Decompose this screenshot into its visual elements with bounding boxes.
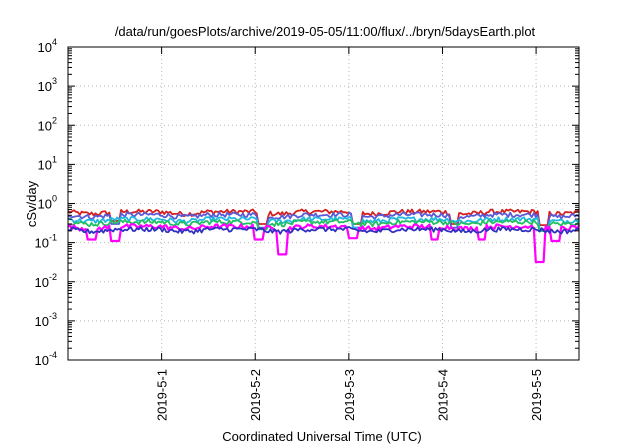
y-tick-label: 10-2 [35, 272, 57, 290]
series-line [67, 226, 580, 235]
x-axis-label: Coordinated Universal Time (UTC) [222, 429, 421, 444]
y-tick-label: 10-4 [35, 350, 57, 368]
grid [68, 47, 579, 360]
y-tick-label: 10-3 [35, 311, 57, 329]
series-line [67, 215, 580, 232]
y-tick-label: 100 [38, 194, 57, 212]
x-tick-label: 2019-5-5 [529, 369, 544, 421]
y-axis-label: cSv/day [24, 180, 39, 227]
series-line [67, 218, 580, 232]
series-layer [67, 208, 581, 264]
y-tick-label: 101 [38, 154, 57, 172]
x-tick-label: 2019-5-4 [435, 369, 450, 421]
y-tick-label: 104 [38, 37, 57, 55]
ticks: 10-4 10-3 10-2 10-1 100 101 102 103 104 2019-5-1 2… [35, 37, 579, 421]
series-line [67, 211, 580, 231]
x-tick-label: 2019-5-2 [248, 369, 263, 421]
y-tick-label: 10-1 [35, 233, 57, 251]
chart-title: /data/run/goesPlots/archive/2019-05-05/1… [115, 24, 536, 39]
x-tick-label: 2019-5-1 [155, 369, 170, 421]
y-tick-label: 102 [38, 115, 57, 133]
x-tick-label: 2019-5-3 [342, 369, 357, 421]
y-tick-label: 103 [38, 76, 57, 94]
